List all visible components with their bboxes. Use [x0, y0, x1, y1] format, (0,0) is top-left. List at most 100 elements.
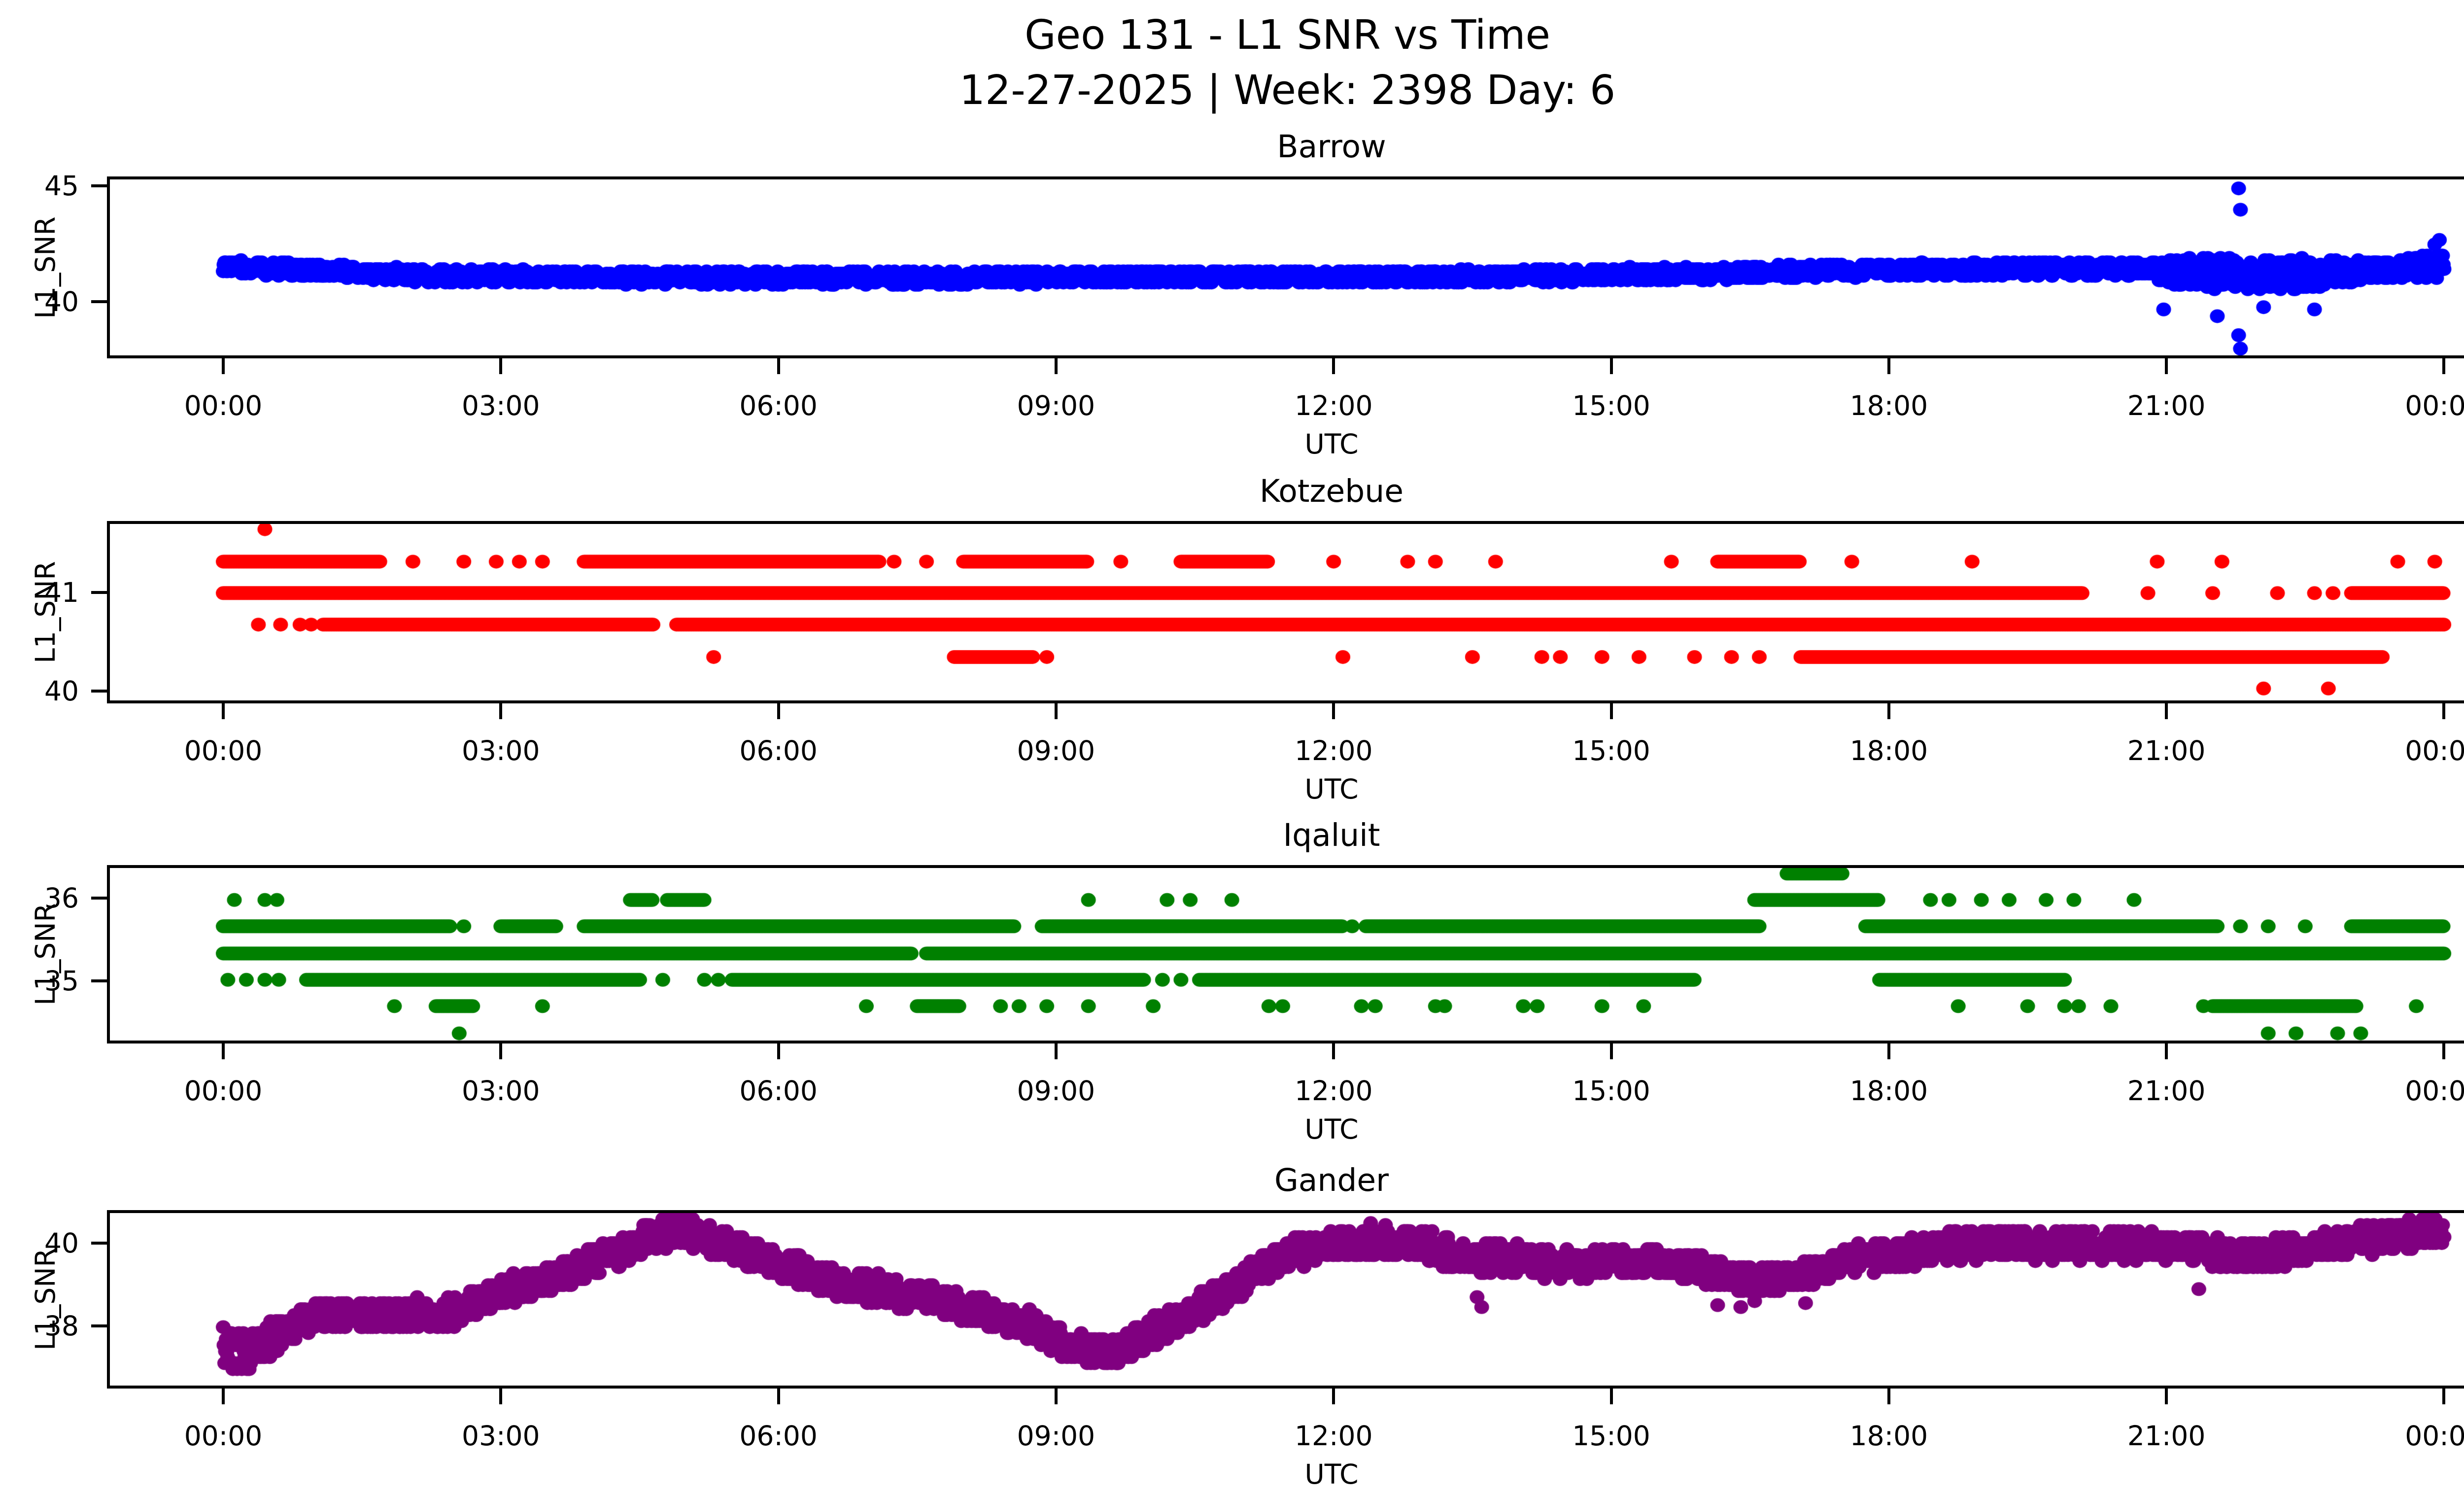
- x-tick-label: 21:00: [2127, 1420, 2206, 1452]
- figure-title-line2: 12-27-2025 | Week: 2398 Day: 6: [959, 67, 1616, 114]
- x-tick-label: 00:00: [2405, 735, 2464, 766]
- x-tick: [1332, 1389, 1335, 1404]
- x-axis-label: UTC: [1304, 1459, 1359, 1490]
- subplot-title: Iqaluit: [1283, 817, 1380, 853]
- y-tick: [91, 591, 107, 594]
- x-tick-label: 00:00: [184, 1075, 263, 1107]
- x-tick-label: 21:00: [2127, 1075, 2206, 1107]
- x-tick-label: 09:00: [1017, 1075, 1095, 1107]
- x-tick-label: 15:00: [1572, 735, 1650, 766]
- y-tick: [91, 300, 107, 303]
- figure-title-line1: Geo 131 - L1 SNR vs Time: [1025, 12, 1550, 59]
- x-tick-label: 12:00: [1294, 1420, 1373, 1452]
- subplot-title: Gander: [1274, 1162, 1389, 1198]
- x-tick-label: 00:00: [2405, 1075, 2464, 1107]
- plot-area: [107, 521, 2464, 703]
- x-tick: [1609, 703, 1613, 719]
- x-tick: [1887, 703, 1890, 719]
- x-tick: [499, 1043, 503, 1059]
- x-tick: [2442, 1389, 2446, 1404]
- x-tick: [222, 1043, 225, 1059]
- x-tick-label: 06:00: [739, 735, 818, 766]
- plot-area: [107, 1210, 2464, 1389]
- x-tick-label: 15:00: [1572, 1420, 1650, 1452]
- x-tick: [1887, 358, 1890, 374]
- x-tick: [1054, 1043, 1058, 1059]
- x-tick: [1887, 1043, 1890, 1059]
- x-tick-label: 12:00: [1294, 1075, 1373, 1107]
- x-tick: [2442, 703, 2446, 719]
- x-axis-label: UTC: [1304, 773, 1359, 805]
- x-tick-label: 03:00: [462, 1075, 540, 1107]
- x-tick: [222, 703, 225, 719]
- x-tick-label: 15:00: [1572, 390, 1650, 421]
- x-tick-label: 18:00: [1849, 1075, 1928, 1107]
- x-tick: [1609, 358, 1613, 374]
- y-tick-label: 40: [44, 675, 79, 707]
- plot-area: [107, 176, 2464, 358]
- x-tick: [2442, 358, 2446, 374]
- x-tick: [777, 1043, 780, 1059]
- x-tick-label: 18:00: [1849, 735, 1928, 766]
- x-tick-label: 09:00: [1017, 735, 1095, 766]
- x-tick-label: 09:00: [1017, 390, 1095, 421]
- y-tick-label: 36: [44, 882, 79, 914]
- x-tick-label: 00:00: [184, 1420, 263, 1452]
- y-tick-label: 45: [44, 170, 79, 202]
- x-tick: [777, 358, 780, 374]
- x-tick-label: 18:00: [1849, 1420, 1928, 1452]
- y-tick: [91, 184, 107, 187]
- y-tick-label: 35: [44, 965, 79, 997]
- y-tick: [91, 897, 107, 900]
- x-tick-label: 12:00: [1294, 735, 1373, 766]
- y-tick: [91, 1324, 107, 1328]
- x-tick: [1054, 358, 1058, 374]
- x-tick: [499, 703, 503, 719]
- scatter-canvas: [110, 179, 2464, 355]
- x-tick-label: 06:00: [739, 1420, 818, 1452]
- x-tick: [1609, 1043, 1613, 1059]
- x-tick-label: 21:00: [2127, 735, 2206, 766]
- y-tick-label: 38: [44, 1310, 79, 1342]
- x-tick: [2442, 1043, 2446, 1059]
- x-tick: [1332, 1043, 1335, 1059]
- y-tick-label: 40: [44, 1227, 79, 1259]
- x-tick: [1887, 1389, 1890, 1404]
- y-tick: [91, 690, 107, 693]
- x-tick: [499, 358, 503, 374]
- y-tick-label: 41: [44, 577, 79, 608]
- subplot-title: Barrow: [1277, 129, 1386, 165]
- x-tick-label: 06:00: [739, 390, 818, 421]
- x-tick: [499, 1389, 503, 1404]
- x-tick: [1054, 703, 1058, 719]
- scatter-canvas: [110, 524, 2464, 700]
- x-tick: [222, 1389, 225, 1404]
- x-tick: [777, 703, 780, 719]
- scatter-canvas: [110, 868, 2464, 1041]
- x-tick: [2165, 703, 2168, 719]
- plot-area: [107, 865, 2464, 1043]
- y-tick: [91, 1242, 107, 1245]
- x-tick-label: 06:00: [739, 1075, 818, 1107]
- x-tick-label: 03:00: [462, 735, 540, 766]
- x-tick-label: 21:00: [2127, 390, 2206, 421]
- x-tick-label: 00:00: [184, 735, 263, 766]
- x-tick: [1332, 358, 1335, 374]
- subplot-title: Kotzebue: [1260, 473, 1403, 509]
- x-tick: [2165, 1043, 2168, 1059]
- x-tick-label: 00:00: [184, 390, 263, 421]
- x-tick: [2165, 358, 2168, 374]
- x-tick-label: 00:00: [2405, 390, 2464, 421]
- scatter-canvas: [110, 1213, 2464, 1386]
- x-tick-label: 09:00: [1017, 1420, 1095, 1452]
- x-tick: [1609, 1389, 1613, 1404]
- x-tick-label: 03:00: [462, 390, 540, 421]
- x-axis-label: UTC: [1304, 428, 1359, 460]
- x-tick-label: 18:00: [1849, 390, 1928, 421]
- x-tick: [777, 1389, 780, 1404]
- x-tick: [1332, 703, 1335, 719]
- x-tick: [2165, 1389, 2168, 1404]
- x-axis-label: UTC: [1304, 1113, 1359, 1145]
- x-tick-label: 00:00: [2405, 1420, 2464, 1452]
